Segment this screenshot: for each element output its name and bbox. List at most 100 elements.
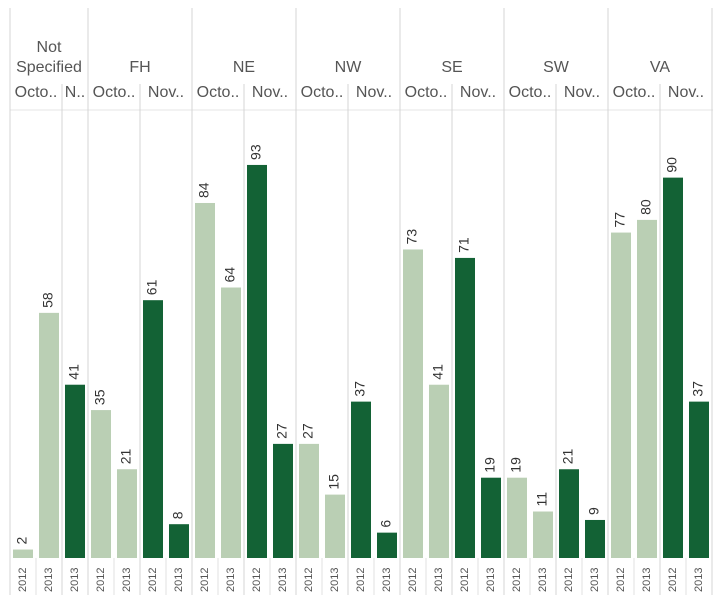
- month-header: Octo..: [612, 84, 656, 101]
- month-header: Nov..: [355, 84, 393, 101]
- value-label: 64: [222, 267, 238, 283]
- value-label: 93: [248, 144, 264, 160]
- x-tick-label: 2013: [329, 568, 341, 592]
- value-label: 15: [326, 474, 342, 490]
- value-label: 71: [456, 237, 472, 253]
- x-tick-label: 2012: [95, 568, 107, 592]
- value-label: 58: [40, 292, 56, 308]
- bar: [533, 511, 553, 558]
- month-header: Nov..: [667, 84, 705, 101]
- value-label: 80: [638, 199, 654, 215]
- group-header: NW: [334, 59, 362, 76]
- group-header: Not Specified: [16, 39, 82, 76]
- value-label: 41: [66, 364, 82, 380]
- month-header: N..: [64, 84, 86, 101]
- x-tick-label: 2012: [667, 568, 679, 592]
- bar: [247, 164, 267, 558]
- x-tick-label: 2013: [537, 568, 549, 592]
- group-header: SE: [441, 59, 463, 76]
- bar: [429, 384, 449, 558]
- bar: [169, 524, 189, 558]
- bar: [611, 232, 631, 558]
- value-label: 27: [300, 423, 316, 439]
- value-label: 2: [14, 537, 30, 545]
- x-tick-label: 2013: [589, 568, 601, 592]
- bar: [481, 477, 501, 558]
- bar: [689, 401, 709, 558]
- bar: [117, 469, 137, 558]
- bar: [351, 401, 371, 558]
- x-tick-label: 2013: [225, 568, 237, 592]
- bar: [195, 202, 215, 558]
- bar: [273, 443, 293, 558]
- x-tick-label: 2012: [251, 568, 263, 592]
- bar: [507, 477, 527, 558]
- month-header: Octo..: [404, 84, 448, 101]
- bar: [403, 249, 423, 559]
- x-tick-label: 2012: [355, 568, 367, 592]
- x-tick-label: 2013: [485, 568, 497, 592]
- month-header: Nov..: [251, 84, 289, 101]
- group-header: FH: [129, 59, 151, 76]
- bar: [91, 410, 111, 558]
- x-tick-label: 2012: [199, 568, 211, 592]
- x-tick-label: 2013: [693, 568, 705, 592]
- bar: [299, 443, 319, 558]
- bar: [559, 469, 579, 558]
- value-label: 9: [586, 507, 602, 515]
- bar: [143, 300, 163, 558]
- bar: [377, 532, 397, 558]
- x-tick-label: 2012: [407, 568, 419, 592]
- bar: [13, 549, 33, 558]
- value-label: 41: [430, 364, 446, 380]
- value-label: 21: [560, 448, 576, 464]
- value-label: 61: [144, 279, 160, 295]
- x-tick-label: 2013: [121, 568, 133, 592]
- value-label: 6: [378, 520, 394, 528]
- bar: [455, 257, 475, 558]
- x-tick-label: 2013: [43, 568, 55, 592]
- x-tick-label: 2013: [277, 568, 289, 592]
- bar: [663, 177, 683, 559]
- x-tick-label: 2012: [563, 568, 575, 592]
- x-tick-label: 2012: [17, 568, 29, 592]
- value-label: 77: [612, 212, 628, 228]
- value-label: 90: [664, 157, 680, 173]
- value-label: 27: [274, 423, 290, 439]
- x-tick-label: 2013: [641, 568, 653, 592]
- month-header: Nov..: [459, 84, 497, 101]
- x-tick-label: 2013: [173, 568, 185, 592]
- value-label: 84: [196, 182, 212, 198]
- month-header: Octo..: [300, 84, 344, 101]
- bar: [585, 519, 605, 558]
- value-label: 37: [690, 381, 706, 397]
- value-label: 35: [92, 389, 108, 405]
- bar: [325, 494, 345, 558]
- x-tick-label: 2012: [303, 568, 315, 592]
- x-tick-label: 2013: [433, 568, 445, 592]
- group-header: NE: [232, 59, 256, 76]
- value-label: 21: [118, 448, 134, 464]
- group-header: SW: [543, 59, 569, 76]
- month-header: Nov..: [147, 84, 185, 101]
- x-tick-label: 2012: [511, 568, 523, 592]
- value-label: 8: [170, 511, 186, 519]
- value-label: 37: [352, 381, 368, 397]
- month-header: Octo..: [508, 84, 552, 101]
- month-header: Octo..: [92, 84, 136, 101]
- month-header: Octo..: [196, 84, 240, 101]
- x-tick-label: 2013: [381, 568, 393, 592]
- x-tick-label: 2012: [147, 568, 159, 592]
- x-tick-label: 2012: [615, 568, 627, 592]
- bar: [65, 384, 85, 558]
- x-tick-label: 2013: [69, 568, 81, 592]
- month-header: Octo..: [14, 84, 58, 101]
- value-label: 19: [482, 457, 498, 473]
- value-label: 73: [404, 229, 420, 245]
- bar: [221, 287, 241, 558]
- x-tick-label: 2012: [459, 568, 471, 592]
- group-header: VA: [649, 59, 671, 76]
- bar: [637, 219, 657, 559]
